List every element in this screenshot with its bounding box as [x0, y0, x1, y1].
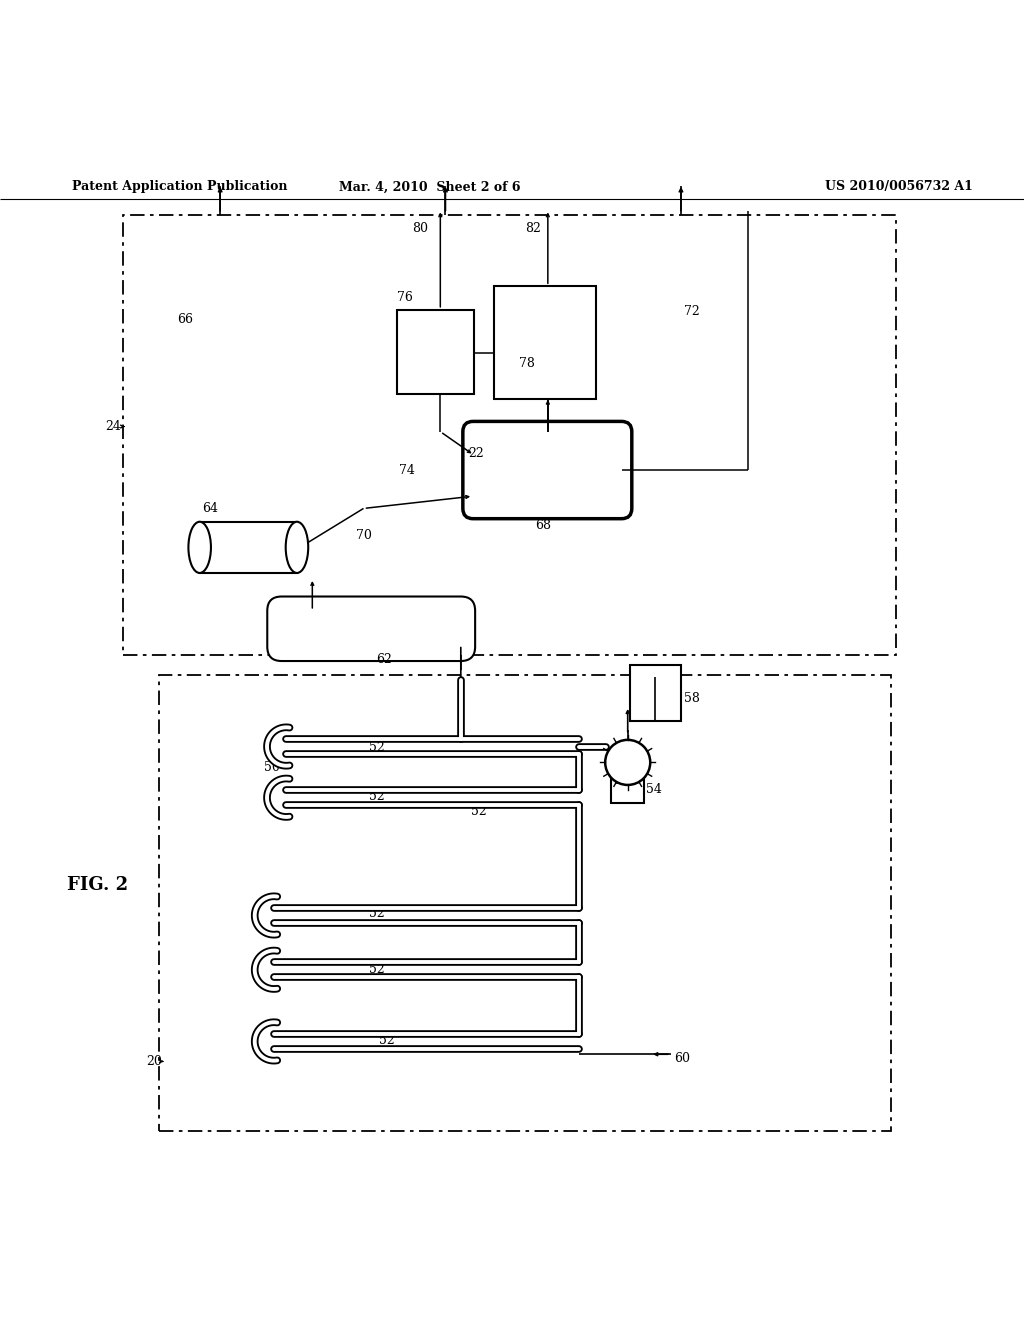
Text: 50: 50	[264, 762, 281, 774]
Text: 20: 20	[146, 1055, 163, 1068]
Text: 52: 52	[369, 907, 384, 920]
Text: 52: 52	[369, 962, 384, 975]
Text: 52: 52	[369, 789, 384, 803]
Bar	[611, 775, 644, 804]
Text: US 2010/0056732 A1: US 2010/0056732 A1	[825, 181, 973, 194]
Text: 58: 58	[684, 693, 700, 705]
FancyBboxPatch shape	[267, 597, 475, 661]
Circle shape	[605, 741, 650, 785]
Text: 80: 80	[412, 222, 428, 235]
Ellipse shape	[188, 521, 211, 573]
Text: 62: 62	[376, 653, 392, 665]
Bar	[123, 215, 896, 655]
Text: 66: 66	[177, 313, 194, 326]
Bar	[494, 286, 596, 399]
Bar	[397, 310, 474, 393]
Bar	[630, 665, 681, 722]
Text: 52: 52	[379, 1035, 394, 1048]
FancyBboxPatch shape	[463, 421, 632, 519]
Ellipse shape	[286, 521, 308, 573]
Text: 52: 52	[471, 805, 486, 818]
Text: Patent Application Publication: Patent Application Publication	[72, 181, 287, 194]
Text: 74: 74	[399, 465, 416, 477]
Text: 68: 68	[535, 519, 551, 532]
Bar	[159, 676, 891, 1131]
Text: 60: 60	[674, 1052, 690, 1065]
Text: 64: 64	[202, 502, 218, 515]
Text: 22: 22	[468, 446, 483, 459]
Text: FIG. 2: FIG. 2	[67, 876, 128, 894]
Text: 76: 76	[397, 290, 414, 304]
Text: Mar. 4, 2010  Sheet 2 of 6: Mar. 4, 2010 Sheet 2 of 6	[339, 181, 521, 194]
Text: 56: 56	[614, 774, 631, 787]
Text: 24: 24	[105, 420, 122, 433]
Text: 82: 82	[525, 222, 542, 235]
Text: 52: 52	[369, 741, 384, 754]
Text: 78: 78	[519, 356, 536, 370]
Text: 72: 72	[684, 305, 699, 318]
Text: 54: 54	[646, 783, 663, 796]
Text: 70: 70	[356, 529, 373, 543]
Bar	[200, 521, 297, 573]
